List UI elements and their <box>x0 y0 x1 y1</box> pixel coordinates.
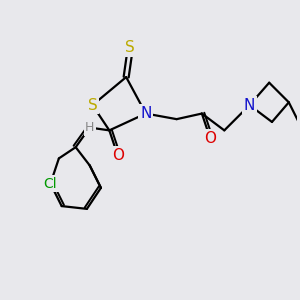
Text: S: S <box>125 40 135 55</box>
Text: O: O <box>112 148 124 163</box>
Text: Cl: Cl <box>44 177 57 191</box>
Text: N: N <box>244 98 255 112</box>
Text: S: S <box>88 98 98 112</box>
Text: N: N <box>140 106 152 121</box>
Text: O: O <box>204 131 216 146</box>
Text: H: H <box>85 121 94 134</box>
